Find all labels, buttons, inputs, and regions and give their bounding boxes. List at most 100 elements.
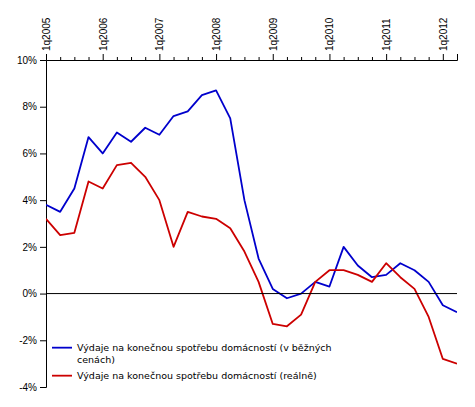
x-tick: [202, 57, 203, 60]
x-minor-tick-mark: [230, 57, 231, 60]
y-tick: 10%: [17, 55, 46, 66]
x-tick: [174, 57, 175, 60]
x-tick-label: 1q2011: [381, 18, 392, 51]
y-tick-mark: [40, 60, 46, 61]
y-tick-mark: [40, 200, 46, 201]
x-tick-mark: [216, 54, 217, 60]
x-tick-mark: [443, 54, 444, 60]
x-tick: 1q2009: [268, 17, 279, 60]
y-tick-label: 2%: [23, 242, 38, 253]
x-minor-tick-mark: [287, 57, 288, 60]
x-minor-tick-mark: [244, 57, 245, 60]
legend-swatch: [52, 375, 72, 377]
y-tick-label: 6%: [23, 148, 38, 159]
legend-item: Výdaje na konečnou spotřebu domácností (…: [52, 342, 332, 365]
x-minor-tick-mark: [429, 57, 430, 60]
x-minor-tick-mark: [89, 57, 90, 60]
y-tick-mark: [40, 340, 46, 341]
x-tick-mark: [386, 54, 387, 60]
y-tick-mark: [40, 294, 46, 295]
x-tick: [457, 57, 458, 60]
x-axis-line: [47, 54, 458, 61]
x-tick-label: 1q2008: [211, 17, 222, 51]
legend-label-line: Výdaje na konečnou spotřebu domácností (…: [77, 370, 317, 381]
x-tick-mark: [329, 54, 330, 60]
x-tick: 1q2008: [211, 17, 222, 60]
x-tick: [429, 57, 430, 60]
x-tick: [60, 57, 61, 60]
x-tick: [244, 57, 245, 60]
plot: -4%-2%0%2%4%6%8%10%1q20051q20061q20071q2…: [17, 17, 458, 393]
x-minor-tick-mark: [188, 57, 189, 60]
x-minor-tick-mark: [60, 57, 61, 60]
y-tick: 0%: [23, 288, 46, 299]
y-axis-line: [40, 61, 47, 388]
legend-label-line: Výdaje na konečnou spotřebu domácností (…: [77, 342, 332, 353]
x-minor-tick-mark: [372, 57, 373, 60]
y-tick-mark: [40, 387, 46, 388]
x-tick: [358, 57, 359, 60]
x-tick-label: 1q2010: [324, 17, 335, 51]
x-tick-mark: [159, 54, 160, 60]
x-tick-mark: [273, 54, 274, 60]
x-minor-tick-mark: [457, 57, 458, 60]
y-tick-label: 0%: [23, 288, 38, 299]
x-tick: 1q2012: [438, 17, 449, 60]
y-tick: -4%: [19, 382, 46, 393]
x-tick-label: 1q2007: [154, 17, 165, 51]
x-axis: 1q2005 1q2006 1q2007 1q2008 1q2009 1q2010 1q20…: [41, 17, 458, 60]
x-tick-label: 1q2009: [268, 17, 279, 51]
x-minor-tick-mark: [145, 57, 146, 60]
y-tick: -2%: [19, 335, 46, 346]
x-minor-tick-mark: [259, 57, 260, 60]
y-tick: 2%: [23, 242, 46, 253]
x-tick: [230, 57, 231, 60]
y-tick-mark: [40, 153, 46, 154]
y-tick-label: 10%: [17, 55, 37, 66]
legend: Výdaje na konečnou spotřebu domácností (…: [52, 342, 332, 381]
x-tick-label: 1q2012: [438, 17, 449, 51]
x-tick-label: 1q2005: [41, 17, 52, 51]
x-tick: [89, 57, 90, 60]
x-tick: [287, 57, 288, 60]
y-tick-label: 8%: [23, 101, 38, 112]
x-tick: [414, 57, 415, 60]
x-tick: [131, 57, 132, 60]
x-tick: [301, 57, 302, 60]
x-minor-tick-mark: [174, 57, 175, 60]
x-tick-mark: [46, 54, 47, 60]
x-tick: 1q2005: [41, 17, 52, 60]
x-minor-tick-mark: [202, 57, 203, 60]
y-axis: -4% -2% 0% 2% 4% 6% 8% 10%: [17, 55, 47, 393]
series-line: [46, 90, 457, 312]
series-line: [46, 163, 457, 364]
x-tick: [344, 57, 345, 60]
x-minor-tick-mark: [344, 57, 345, 60]
x-minor-tick-mark: [400, 57, 401, 60]
x-tick-label: 1q2006: [98, 17, 109, 51]
chart: -4%-2%0%2%4%6%8%10%1q20051q20061q20071q2…: [0, 0, 475, 407]
y-tick: 4%: [23, 195, 46, 206]
x-tick: [117, 57, 118, 60]
x-minor-tick-mark: [117, 57, 118, 60]
legend-swatch: [52, 347, 72, 349]
x-tick: [315, 57, 316, 60]
x-tick: 1q2007: [154, 17, 165, 60]
y-tick: 8%: [23, 101, 46, 112]
x-minor-tick-mark: [74, 57, 75, 60]
x-tick: 1q2006: [98, 17, 109, 60]
x-minor-tick-mark: [358, 57, 359, 60]
x-tick: [259, 57, 260, 60]
y-tick-label: -4%: [19, 382, 37, 393]
legend-item: Výdaje na konečnou spotřebu domácností (…: [52, 370, 317, 381]
x-tick-mark: [103, 54, 104, 60]
x-tick: [74, 57, 75, 60]
x-tick: [188, 57, 189, 60]
y-tick-mark: [40, 107, 46, 108]
y-tick-label: 4%: [23, 195, 38, 206]
legend-label-line: cenách): [77, 354, 115, 365]
zero-line: [46, 293, 457, 294]
x-minor-tick-mark: [301, 57, 302, 60]
x-tick: [400, 57, 401, 60]
legend-label: Výdaje na konečnou spotřebu domácností (…: [77, 342, 332, 365]
